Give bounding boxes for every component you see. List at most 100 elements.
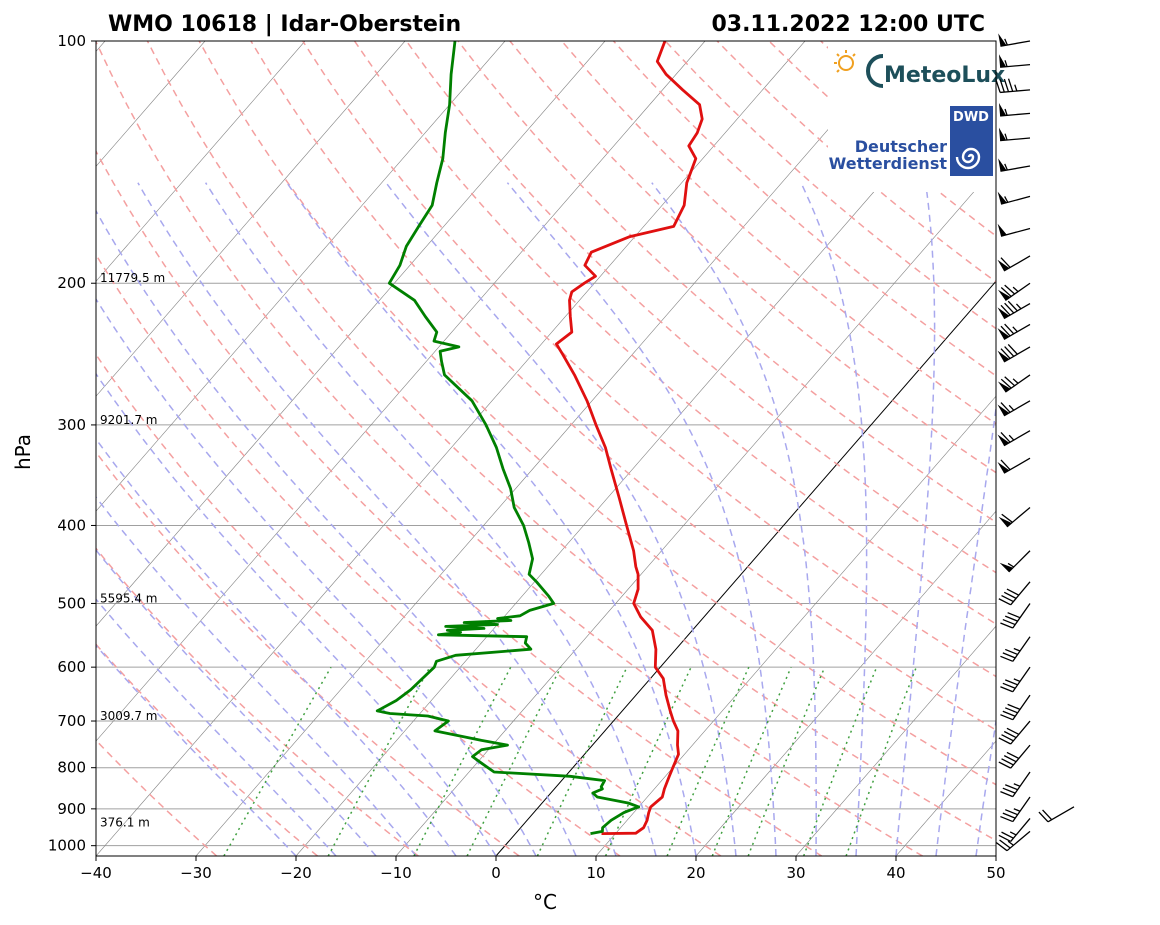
wind-barb	[1000, 771, 1031, 798]
meteolux-logo: MeteoLux	[834, 50, 1005, 88]
wind-barb	[997, 282, 1031, 301]
moist-adiabat-line	[96, 598, 337, 856]
dry-adiabat-line	[302, 41, 996, 678]
mixing-ratio-line	[413, 666, 512, 856]
dry-adiabat-line	[975, 41, 996, 59]
moist-adiabat-line	[385, 182, 737, 856]
isotherm-line	[96, 41, 606, 627]
isotherm-line	[96, 41, 406, 397]
moist-adiabat-line	[96, 548, 377, 856]
mixing-ratio-line	[536, 666, 628, 856]
x-tick-label: 0	[491, 864, 501, 882]
mixing-ratio-line	[604, 666, 692, 856]
dry-adiabat-line	[353, 41, 996, 625]
dewpoint-profile	[375, 41, 641, 835]
temperature-profile	[555, 41, 704, 835]
wind-barb	[1000, 694, 1031, 721]
height-label: 11779.5 m	[100, 271, 165, 285]
y-tick-label: 900	[57, 800, 86, 818]
y-tick-label: 800	[57, 759, 86, 777]
wind-barb	[997, 374, 1031, 393]
y-tick-label: 100	[57, 32, 86, 50]
x-tick-label: −10	[380, 864, 412, 882]
height-label: 9201.7 m	[100, 413, 158, 427]
moist-adiabat-line	[96, 372, 497, 856]
axes: −40 −30 −20 −10 0 10 20 30 40 50 100 200 300 400 500 60…	[48, 32, 1006, 882]
dwd-spiral-icon	[955, 147, 981, 170]
zero-isotherm-line	[495, 280, 996, 856]
moist-adiabat-line	[96, 437, 457, 856]
logos: MeteoLux DWD Deutscher Wetterdienst	[828, 40, 1005, 192]
wind-barb	[998, 54, 1031, 68]
wind-barb	[998, 158, 1031, 172]
isotherm-line	[695, 510, 996, 856]
isotherm-line	[96, 41, 806, 856]
dry-adiabat-line	[509, 41, 996, 474]
wind-barb	[997, 344, 1031, 363]
x-tick-label: 40	[886, 864, 905, 882]
wind-barb	[998, 720, 1031, 745]
dry-adiabat-line	[146, 41, 996, 842]
y-tick-label: 600	[57, 658, 86, 676]
station-title: WMO 10618 | Idar-Oberstein	[108, 12, 461, 37]
y-tick-label: 200	[57, 274, 86, 292]
moist-adiabat-line	[651, 182, 817, 856]
dwd-box-text: DWD	[953, 110, 989, 125]
height-labels: 11779.5 m 9201.7 m 5595.4 m 3009.7 m 376.1 m	[100, 271, 165, 830]
moist-adiabat-line	[204, 182, 657, 856]
wind-barb	[998, 581, 1031, 606]
dry-adiabat-line	[561, 41, 996, 425]
dwd-logo: DWD Deutscher Wetterdienst	[829, 106, 993, 176]
height-label: 3009.7 m	[100, 709, 158, 723]
x-tick-label: 30	[786, 864, 805, 882]
isotherm-line	[395, 165, 996, 856]
y-tick-label: 1000	[48, 837, 86, 855]
y-tick-label: 400	[57, 516, 86, 534]
dry-adiabat-line	[405, 41, 996, 574]
wind-barb	[1000, 666, 1031, 693]
mixing-ratio-line	[666, 666, 750, 856]
mixing-ratio-line	[845, 666, 917, 856]
wind-barb	[997, 430, 1031, 447]
dry-adiabat-line	[96, 41, 923, 856]
isotherm-line	[795, 625, 996, 856]
isotherm-line	[96, 41, 706, 742]
wind-barb	[997, 223, 1031, 237]
dry-adiabat-line	[96, 739, 218, 856]
dry-adiabat-line	[96, 451, 520, 856]
dry-adiabat-line	[96, 149, 823, 856]
wind-barbs	[995, 33, 1075, 852]
background-grid	[96, 41, 996, 856]
sun-icon	[834, 50, 856, 73]
wind-barb	[1000, 636, 1031, 662]
y-tick-label: 700	[57, 712, 86, 730]
height-label: 5595.4 m	[100, 591, 158, 605]
wind-barb	[998, 33, 1031, 47]
moist-adiabat-line	[137, 182, 617, 856]
wind-barb	[997, 191, 1031, 205]
meteolux-logo-text: MeteoLux	[884, 63, 1005, 88]
mixing-ratio-line	[466, 666, 562, 856]
mixing-ratio-line	[223, 666, 332, 856]
isotherm-line	[96, 41, 306, 282]
moist-adiabat-line	[96, 209, 577, 856]
x-tick-label: 20	[686, 864, 705, 882]
x-tick-label: −30	[180, 864, 212, 882]
wind-barb	[997, 400, 1031, 417]
moist-adiabat-line	[286, 182, 697, 856]
moist-adiabat-line	[96, 297, 537, 856]
wind-barb	[998, 127, 1031, 142]
profiles	[375, 41, 704, 835]
wind-barb	[998, 818, 1031, 842]
moist-adiabat-line	[975, 716, 996, 856]
dry-adiabat-line	[96, 643, 318, 856]
dwd-line2: Wetterdienst	[829, 154, 948, 173]
x-tick-label: −40	[80, 864, 112, 882]
dry-adiabat-line	[96, 253, 722, 856]
wind-barb	[997, 300, 1031, 320]
y-tick-label: 300	[57, 416, 86, 434]
wind-barb	[997, 323, 1031, 340]
x-tick-label: 50	[986, 864, 1005, 882]
wind-barb	[997, 255, 1031, 272]
